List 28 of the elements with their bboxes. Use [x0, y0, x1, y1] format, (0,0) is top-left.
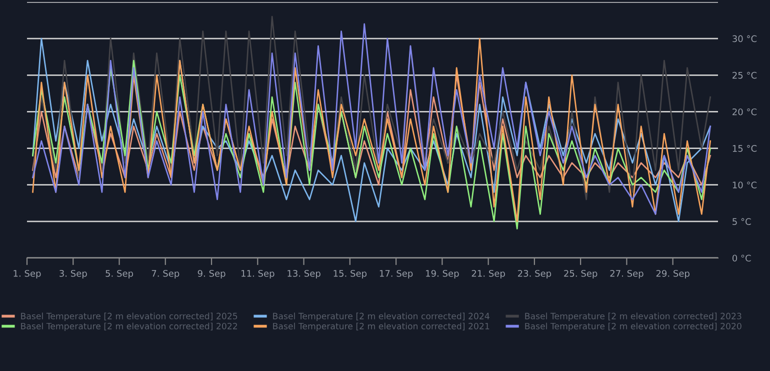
y-tick-label: 15 °C: [732, 145, 757, 152]
x-tick-label: 11. Sep: [242, 270, 274, 279]
y-tick-label: 30 °C: [732, 35, 757, 42]
x-tick-label: 25. Sep: [564, 270, 598, 279]
x-tick-label: 19. Sep: [426, 270, 459, 279]
legend-label: Basel Temperature [2 m elevation corrected] 2024: [273, 312, 490, 321]
y-tick-label: 0 °C: [732, 254, 751, 262]
x-tick-label: 13. Sep: [288, 270, 320, 279]
x-tick-label: 7. Sep: [152, 270, 180, 279]
y-tick-label: 25 °C: [732, 72, 757, 79]
x-tick-label: 9. Sep: [198, 270, 226, 279]
legend-label: Basel Temperature [2 m elevation corrected] 2021: [273, 322, 490, 332]
x-tick-label: 17. Sep: [380, 270, 413, 279]
x-tick-label: 21. Sep: [472, 270, 505, 279]
y-tick-label: 20 °C: [732, 108, 757, 116]
y-tick-label: 5 °C: [732, 218, 751, 225]
legend-label: Basel Temperature [2 m elevation corrected] 2020: [525, 322, 742, 332]
legend-label: Basel Temperature [2 m elevation corrected] 2022: [21, 322, 238, 332]
legend-label: Basel Temperature [2 m elevation corrected] 2025: [21, 312, 238, 321]
legend-label: Basel Temperature [2 m elevation corrected] 2023: [525, 312, 742, 321]
x-tick-label: 5. Sep: [106, 270, 134, 279]
x-tick-label: 23. Sep: [518, 270, 552, 279]
x-tick-label: 3. Sep: [60, 270, 87, 279]
y-tick-label: 10 °C: [732, 182, 757, 188]
x-tick-label: 27. Sep: [610, 270, 644, 279]
x-tick-label: 1. Sep: [14, 270, 41, 279]
x-tick-label: 15. Sep: [334, 270, 367, 279]
x-tick-label: 29. Sep: [656, 270, 690, 279]
